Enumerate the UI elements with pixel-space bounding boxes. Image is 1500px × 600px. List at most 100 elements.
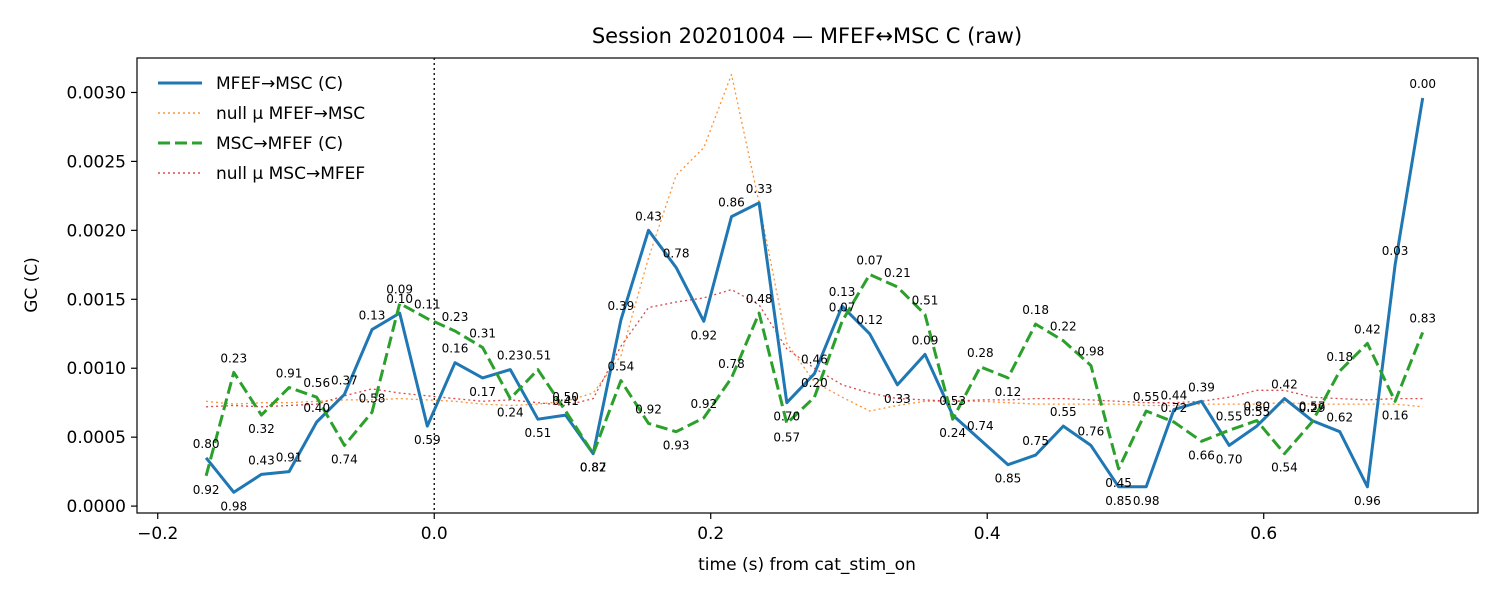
x-axis: −0.2 0.0 0.2 0.4 0.6	[137, 513, 1277, 544]
data-label-s2-20: 0.48	[746, 292, 773, 306]
data-label-s2-6: 0.58	[359, 391, 386, 405]
data-label-s0-22: 0.46	[801, 353, 828, 367]
data-label-s2-23: 0.07	[829, 300, 856, 314]
legend-label-1: null μ MFEF→MSC	[216, 104, 365, 124]
data-label-s0-21: 0.70	[773, 410, 800, 424]
data-label-s0-37: 0.70	[1216, 452, 1243, 466]
data-label-s0-40: 0.57	[1299, 400, 1326, 414]
data-label-s0-2: 0.43	[248, 453, 275, 467]
data-label-s0-35: 0.44	[1160, 389, 1187, 403]
data-label-s0-14: 0.87	[580, 461, 607, 475]
y-tick-label: 0.0005	[67, 428, 126, 448]
data-label-s0-0: 0.80	[193, 437, 220, 451]
data-label-s2-43: 0.16	[1382, 408, 1409, 422]
y-tick-label: 0.0025	[67, 152, 126, 172]
data-label-s2-26: 0.51	[912, 293, 939, 307]
data-label-s2-32: 0.98	[1078, 344, 1105, 358]
data-label-s0-13: 0.41	[552, 394, 579, 408]
data-label-s2-34: 0.55	[1133, 390, 1160, 404]
data-label-s0-20: 0.33	[746, 182, 773, 196]
legend: MFEF→MSC (C) null μ MFEF→MSC MSC→MFEF (C) n…	[158, 74, 365, 184]
data-label-s2-35: 0.72	[1160, 401, 1187, 415]
data-label-s0-6: 0.13	[359, 309, 386, 323]
data-label-s2-9: 0.23	[442, 310, 469, 324]
data-label-s0-39: 0.42	[1271, 378, 1298, 392]
data-label-s0-10: 0.17	[469, 385, 496, 399]
data-label-s2-31: 0.22	[1050, 320, 1077, 334]
data-label-s0-8: 0.59	[414, 433, 441, 447]
data-label-s2-0: 0.92	[193, 483, 220, 497]
y-tick-label: 0.0030	[67, 83, 126, 103]
data-label-s0-11: 0.23	[497, 349, 524, 363]
x-tick-label: 0.4	[974, 524, 1001, 544]
data-label-s0-15: 0.39	[608, 299, 635, 313]
y-tick-label: 0.0010	[67, 359, 126, 379]
data-label-s0-23: 0.13	[829, 285, 856, 299]
data-label-s0-31: 0.55	[1050, 405, 1077, 419]
data-label-s0-42: 0.96	[1354, 494, 1381, 508]
plot-frame	[136, 57, 1479, 514]
data-label-s0-38: 0.55	[1243, 405, 1270, 419]
data-label-s2-25: 0.21	[884, 266, 911, 280]
data-label-s2-14: 0.82	[580, 461, 607, 475]
x-axis-label: time (s) from cat_stim_on	[698, 555, 916, 575]
legend-label-0: MFEF→MSC (C)	[216, 74, 343, 94]
data-label-s2-16: 0.92	[635, 402, 662, 416]
data-label-s2-15: 0.54	[608, 360, 635, 374]
data-label-s2-39: 0.54	[1271, 461, 1298, 475]
x-tick-label: 0.0	[421, 524, 448, 544]
data-label-s2-13: 0.50	[552, 390, 579, 404]
data-label-s0-32: 0.76	[1078, 424, 1105, 438]
y-axis-label: GC (C)	[22, 257, 42, 313]
data-label-s0-9: 0.16	[442, 342, 469, 356]
x-tick-label: 0.2	[697, 524, 724, 544]
data-label-s2-1: 0.23	[220, 351, 247, 365]
data-label-s0-7: 0.10	[386, 292, 413, 306]
data-label-s2-24: 0.07	[856, 253, 883, 267]
data-label-s0-33: 0.85	[1105, 494, 1132, 508]
data-label-s0-18: 0.92	[690, 328, 717, 342]
data-label-s2-5: 0.74	[331, 452, 358, 466]
data-label-s2-44: 0.83	[1409, 311, 1436, 325]
data-label-s0-41: 0.62	[1326, 411, 1353, 425]
data-label-s0-30: 0.75	[1022, 434, 1049, 448]
data-label-s2-21: 0.57	[773, 430, 800, 444]
data-label-s2-30: 0.18	[1022, 303, 1049, 317]
data-label-s2-7: 0.09	[386, 282, 413, 296]
plot-area: 0.800.980.43 0.910.400.370.130.100.590.16…	[193, 58, 1436, 513]
data-label-s2-11: 0.24	[497, 406, 524, 420]
data-label-s2-12: 0.51	[525, 349, 552, 363]
y-tick-label: 0.0000	[67, 497, 126, 517]
data-label-s0-28: 0.74	[967, 419, 994, 433]
data-label-s2-27: 0.24	[939, 426, 966, 440]
data-label-s0-43: 0.03	[1382, 244, 1409, 258]
data-label-s0-19: 0.86	[718, 196, 745, 210]
data-label-s2-38: 0.80	[1243, 400, 1270, 414]
data-label-s0-1: 0.98	[220, 499, 247, 513]
chart-title: Session 20201004 — MFEF↔MSC C (raw)	[592, 24, 1022, 48]
data-label-s2-33: 0.45	[1105, 476, 1132, 490]
data-label-s0-4: 0.40	[303, 401, 330, 415]
data-label-s2-41: 0.18	[1326, 350, 1353, 364]
x-tick-label: −0.2	[137, 524, 178, 544]
data-label-s0-27: 0.53	[939, 394, 966, 408]
data-label-s0-44: 0.00	[1409, 77, 1436, 91]
data-label-s0-34: 0.98	[1133, 494, 1160, 508]
series-line-0	[204, 97, 1425, 494]
data-label-s2-40: 0.29	[1299, 401, 1326, 415]
data-label-s2-3: 0.91	[276, 367, 303, 381]
y-tick-label: 0.0015	[67, 290, 126, 310]
data-label-s0-16: 0.43	[635, 209, 662, 223]
data-label-s0-5: 0.37	[331, 373, 358, 387]
data-label-s0-29: 0.85	[995, 472, 1022, 486]
data-label-s2-28: 0.28	[967, 346, 994, 360]
data-label-s0-17: 0.78	[663, 247, 690, 261]
data-label-s0-26: 0.09	[912, 333, 939, 347]
x-tick-label: 0.6	[1250, 524, 1277, 544]
data-label-s2-37: 0.55	[1216, 409, 1243, 423]
data-label-s2-18: 0.92	[690, 397, 717, 411]
data-label-s2-4: 0.56	[303, 376, 330, 390]
y-axis: 0.0000 0.0005 0.0010 0.0015 0.0020 0.0025 0.00…	[67, 83, 137, 517]
series-line-3	[206, 288, 1423, 408]
